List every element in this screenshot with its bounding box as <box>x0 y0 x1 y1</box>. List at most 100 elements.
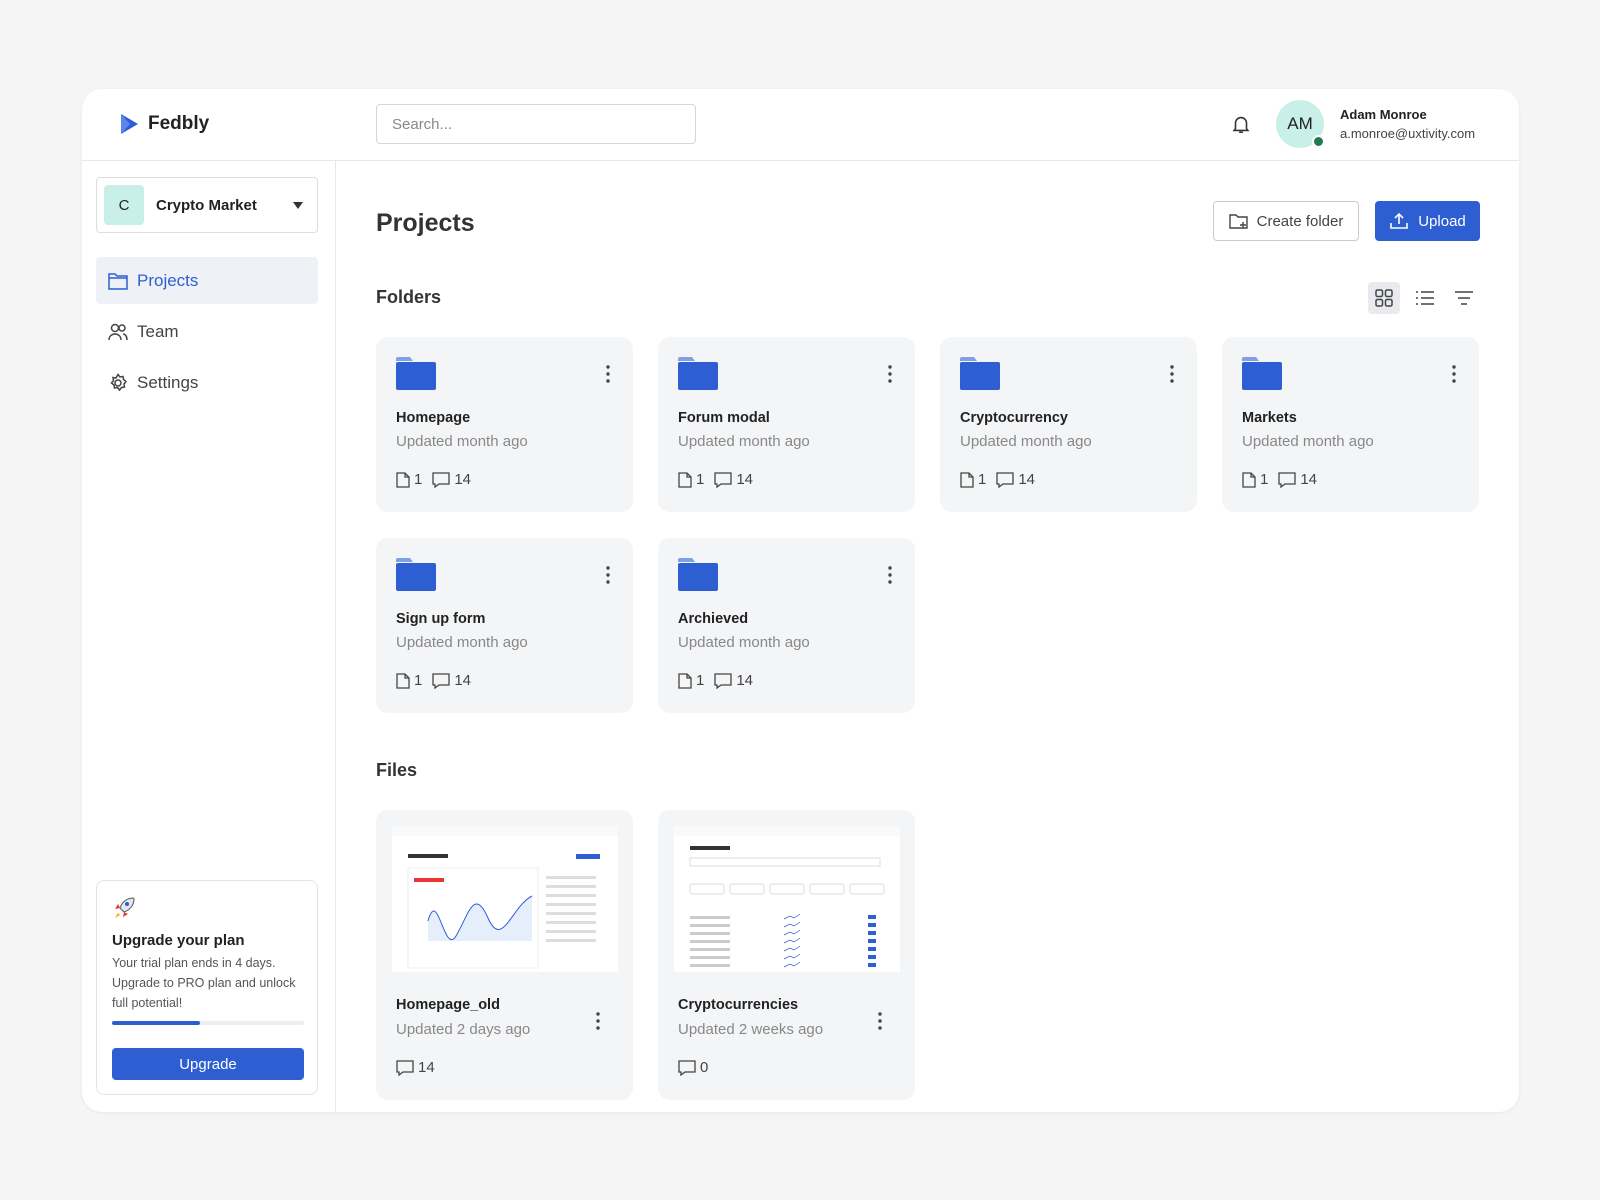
folder-icon <box>396 357 436 390</box>
file-count: 1 <box>414 672 423 689</box>
folder-meta: 1 14 <box>1242 471 1317 488</box>
more-menu[interactable] <box>1170 365 1174 383</box>
comment-icon <box>996 471 1014 488</box>
page-title: Projects <box>376 209 475 237</box>
file-card[interactable]: Homepage_old Updated 2 days ago 14 <box>376 810 633 1100</box>
more-menu[interactable] <box>888 566 892 584</box>
file-meta: 14 <box>396 1059 435 1076</box>
workspace-initial: C <box>104 185 144 225</box>
folder-card[interactable]: Cryptocurrency Updated month ago 1 14 <box>940 337 1197 512</box>
upgrade-button[interactable]: Upgrade <box>112 1048 304 1080</box>
folder-meta: 1 14 <box>678 471 753 488</box>
files-heading: Files <box>376 760 418 780</box>
file-count: 1 <box>978 471 987 488</box>
upload-button[interactable]: Upload <box>1375 201 1480 241</box>
comment-count: 14 <box>454 672 472 689</box>
comment-icon <box>714 471 732 488</box>
comment-icon <box>678 1059 696 1076</box>
file-count-icon <box>678 672 692 689</box>
comment-icon <box>432 471 450 488</box>
comment-count: 14 <box>1300 471 1318 488</box>
comment-icon <box>432 672 450 689</box>
comment-count: 14 <box>736 672 754 689</box>
folder-card[interactable]: Sign up form Updated month ago 1 14 <box>376 538 633 713</box>
list-view-button[interactable] <box>1415 289 1435 307</box>
folder-icon <box>1242 357 1282 390</box>
comment-count: 14 <box>736 471 754 488</box>
folder-name: Archieved <box>678 611 749 627</box>
more-menu[interactable] <box>888 365 892 383</box>
file-count-icon <box>1242 471 1256 488</box>
grid-view-button[interactable] <box>1368 282 1400 314</box>
nav-item[interactable]: Team <box>96 308 318 355</box>
comment-count: 14 <box>1018 471 1036 488</box>
folder-name: Cryptocurrency <box>960 410 1068 426</box>
create-folder-button[interactable]: Create folder <box>1213 201 1359 241</box>
file-name: Cryptocurrencies <box>678 997 799 1013</box>
file-thumbnail <box>674 826 900 972</box>
file-card[interactable]: Cryptocurrencies Updated 2 weeks ago 0 <box>658 810 915 1100</box>
more-menu[interactable] <box>878 1012 882 1030</box>
create-folder-icon <box>1228 214 1248 229</box>
brand: Fedbly <box>148 113 210 134</box>
upgrade-card: Upgrade your plan Your trial plan ends i… <box>96 880 318 1095</box>
search-input[interactable] <box>376 104 696 144</box>
more-menu[interactable] <box>606 566 610 584</box>
folder-name: Markets <box>1242 410 1297 426</box>
workspace-select[interactable]: C Crypto Market <box>96 177 318 233</box>
folder-meta: 1 14 <box>396 672 471 689</box>
nav-item[interactable]: Projects <box>96 257 318 304</box>
nav-label: Team <box>137 321 179 341</box>
workspace-name: Crypto Market <box>156 197 257 214</box>
header-divider <box>82 160 1519 161</box>
file-count: 1 <box>696 471 705 488</box>
rocket-icon <box>115 897 135 918</box>
user-name: Adam Monroe <box>1340 107 1427 122</box>
notifications-button[interactable] <box>1230 113 1252 135</box>
folder-card[interactable]: Markets Updated month ago 1 14 <box>1222 337 1479 512</box>
file-count-icon <box>678 471 692 488</box>
comment-icon <box>714 672 732 689</box>
app-window: Fedbly AM Adam Monroe a.monroe@uxtivity.… <box>82 89 1519 1112</box>
folder-name: Sign up form <box>396 611 486 627</box>
upload-label: Upload <box>1418 212 1466 230</box>
nav-icon <box>110 372 128 391</box>
user-email: a.monroe@uxtivity.com <box>1340 126 1476 141</box>
file-count-icon <box>960 471 974 488</box>
sidebar-divider <box>335 160 336 1112</box>
file-count: 1 <box>1260 471 1269 488</box>
file-meta: 0 <box>678 1059 708 1076</box>
comment-count: 14 <box>418 1059 435 1076</box>
more-menu[interactable] <box>596 1012 600 1030</box>
folder-updated: Updated month ago <box>1242 433 1374 450</box>
folder-card[interactable]: Forum modal Updated month ago 1 14 <box>658 337 915 512</box>
folder-updated: Updated month ago <box>396 634 528 651</box>
folder-icon <box>678 357 718 390</box>
logo-icon <box>121 114 138 134</box>
folder-icon <box>960 357 1000 390</box>
nav-item[interactable]: Settings <box>96 359 318 406</box>
folder-icon <box>678 558 718 591</box>
filter-button[interactable] <box>1454 289 1474 307</box>
upgrade-text: Your trial plan ends in 4 days. Upgrade … <box>112 956 296 1010</box>
folder-card[interactable]: Homepage Updated month ago 1 14 <box>376 337 633 512</box>
upgrade-title: Upgrade your plan <box>112 932 245 949</box>
avatar-initials: AM <box>1287 114 1313 133</box>
upload-icon <box>1390 212 1409 229</box>
avatar[interactable]: AM <box>1276 100 1324 148</box>
file-name: Homepage_old <box>396 997 500 1013</box>
more-menu[interactable] <box>606 365 610 383</box>
folder-name: Forum modal <box>678 410 770 426</box>
file-updated: Updated 2 days ago <box>396 1021 531 1038</box>
comment-icon <box>1278 471 1296 488</box>
folder-meta: 1 14 <box>960 471 1035 488</box>
file-count-icon <box>396 471 410 488</box>
trial-progress-fill <box>112 1021 201 1025</box>
folder-card[interactable]: Archieved Updated month ago 1 14 <box>658 538 915 713</box>
trial-progress-track <box>112 1021 304 1025</box>
nav-label: Projects <box>137 270 199 290</box>
status-dot <box>1312 135 1325 148</box>
file-count: 1 <box>414 471 423 488</box>
more-menu[interactable] <box>1452 365 1456 383</box>
